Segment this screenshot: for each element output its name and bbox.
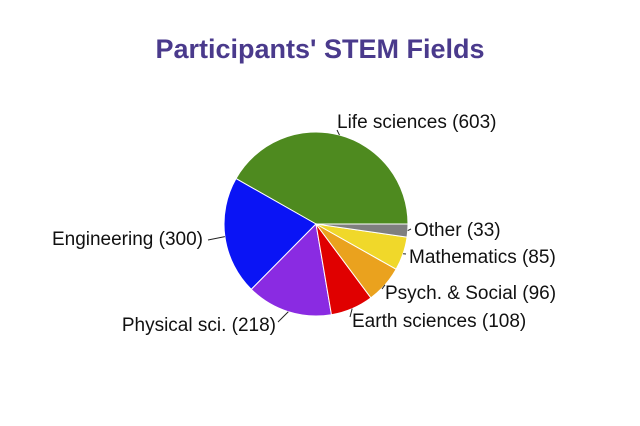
slice-label: Mathematics (85) <box>409 247 556 268</box>
leader-line <box>349 308 353 318</box>
slice-label: Physical sci. (218) <box>122 315 276 336</box>
slice-label: Life sciences (603) <box>337 112 496 133</box>
leader-line <box>277 311 289 323</box>
pie-slice <box>235 131 409 225</box>
pie-slices <box>223 131 409 317</box>
slice-label: Earth sciences (108) <box>352 311 526 332</box>
pie-slice <box>250 222 333 317</box>
leader-line <box>407 228 412 232</box>
slice-labels: Life sciences (603) Engineering (300) Phys… <box>52 112 556 336</box>
leader-line <box>207 236 225 241</box>
pie-slice <box>223 177 317 291</box>
leader-line <box>381 284 386 290</box>
slice-label: Psych. & Social (96) <box>385 283 556 304</box>
slice-label: Other (33) <box>414 220 501 241</box>
leader-line <box>336 129 340 136</box>
slice-label: Engineering (300) <box>52 229 203 250</box>
leader-lines <box>207 129 412 323</box>
chart-title: Participants' STEM Fields <box>156 34 485 64</box>
